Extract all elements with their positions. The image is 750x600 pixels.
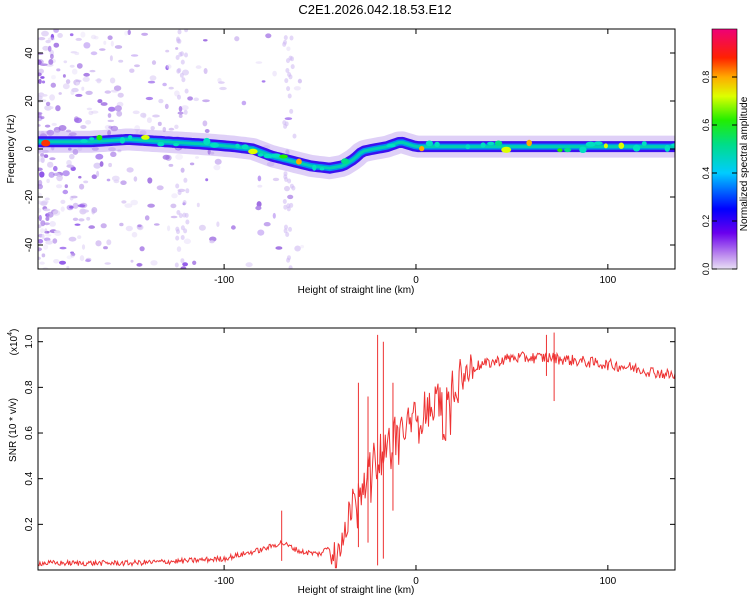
spectrogram-xtick-label: -100 xyxy=(214,275,234,286)
spectrogram-xtick-label: 100 xyxy=(600,275,617,286)
snr-ytick-label: 1.0 xyxy=(24,334,35,348)
snr-series-line xyxy=(38,351,675,569)
spectrogram-xtick-label: 0 xyxy=(413,275,419,286)
colorbar-tick-label: 0.0 xyxy=(701,263,711,276)
spectrogram-ticks: -100 0 100 40 20 0 -20 -40 xyxy=(24,29,675,286)
colorbar-gradient xyxy=(711,28,738,270)
spectrogram-ytick-label: 40 xyxy=(24,47,35,59)
colorbar-tick-label: 0.4 xyxy=(701,167,711,180)
spectrogram-noise xyxy=(38,29,304,269)
spectrogram-ytick-label: -40 xyxy=(24,237,35,252)
spectrogram-panel: -100 0 100 40 20 0 -20 -40 Height of straight l… xyxy=(6,28,676,296)
svg-text:(x104): (x104) xyxy=(7,329,20,356)
snr-background xyxy=(38,328,675,570)
snr-ticks: -100 0 100 0.2 0.4 0.6 0.8 1.0 xyxy=(24,328,675,587)
snr-frame xyxy=(37,327,676,571)
snr-panel: -100 0 100 0.2 0.4 0.6 0.8 1.0 Height of straig… xyxy=(7,327,676,596)
scale-prefix: (x10 xyxy=(9,335,20,355)
spectrogram-ylabel: Frequency (Hz) xyxy=(6,115,17,184)
colorbar-tick-label: 0.8 xyxy=(701,71,711,84)
snr-ytick-label: 0.6 xyxy=(24,426,35,440)
snr-xtick-label: 0 xyxy=(413,576,419,587)
snr-xtick-label: 100 xyxy=(600,576,617,587)
snr-scale-factor: (x104) xyxy=(7,329,20,356)
scale-suffix: ) xyxy=(9,329,20,332)
colorbar-ticks: 0.0 0.2 0.4 0.6 0.8 xyxy=(701,71,737,276)
spectrogram-xlabel: Height of straight line (km) xyxy=(298,285,415,296)
spectrogram-ridge xyxy=(38,128,675,180)
spectrogram-ytick-label: -20 xyxy=(24,189,35,204)
spectrogram-ytick-label: 20 xyxy=(24,95,35,107)
spectrogram-content xyxy=(38,29,675,269)
snr-ylabel: SNR (10 * v/v) xyxy=(8,398,19,462)
snr-ytick-label: 0.2 xyxy=(24,517,35,531)
figure-title: C2E1.2026.042.18.53.E12 xyxy=(298,2,451,17)
snr-ytick-label: 0.8 xyxy=(24,380,35,394)
colorbar-label: Normalized spectral amplitude xyxy=(739,96,750,231)
snr-ytick-label: 0.4 xyxy=(24,471,35,485)
colorbar: 0.0 0.2 0.4 0.6 0.8 Normalized spectral ampl… xyxy=(701,28,750,276)
scale-exponent: 4 xyxy=(7,332,14,336)
snr-xtick-label: -100 xyxy=(214,576,234,587)
colorbar-tick-label: 0.2 xyxy=(701,215,711,228)
colorbar-tick-label: 0.6 xyxy=(701,119,711,132)
snr-xlabel: Height of straight line (km) xyxy=(298,585,415,596)
spectrogram-ytick-label: 0 xyxy=(24,146,35,152)
snr-content xyxy=(38,332,675,569)
